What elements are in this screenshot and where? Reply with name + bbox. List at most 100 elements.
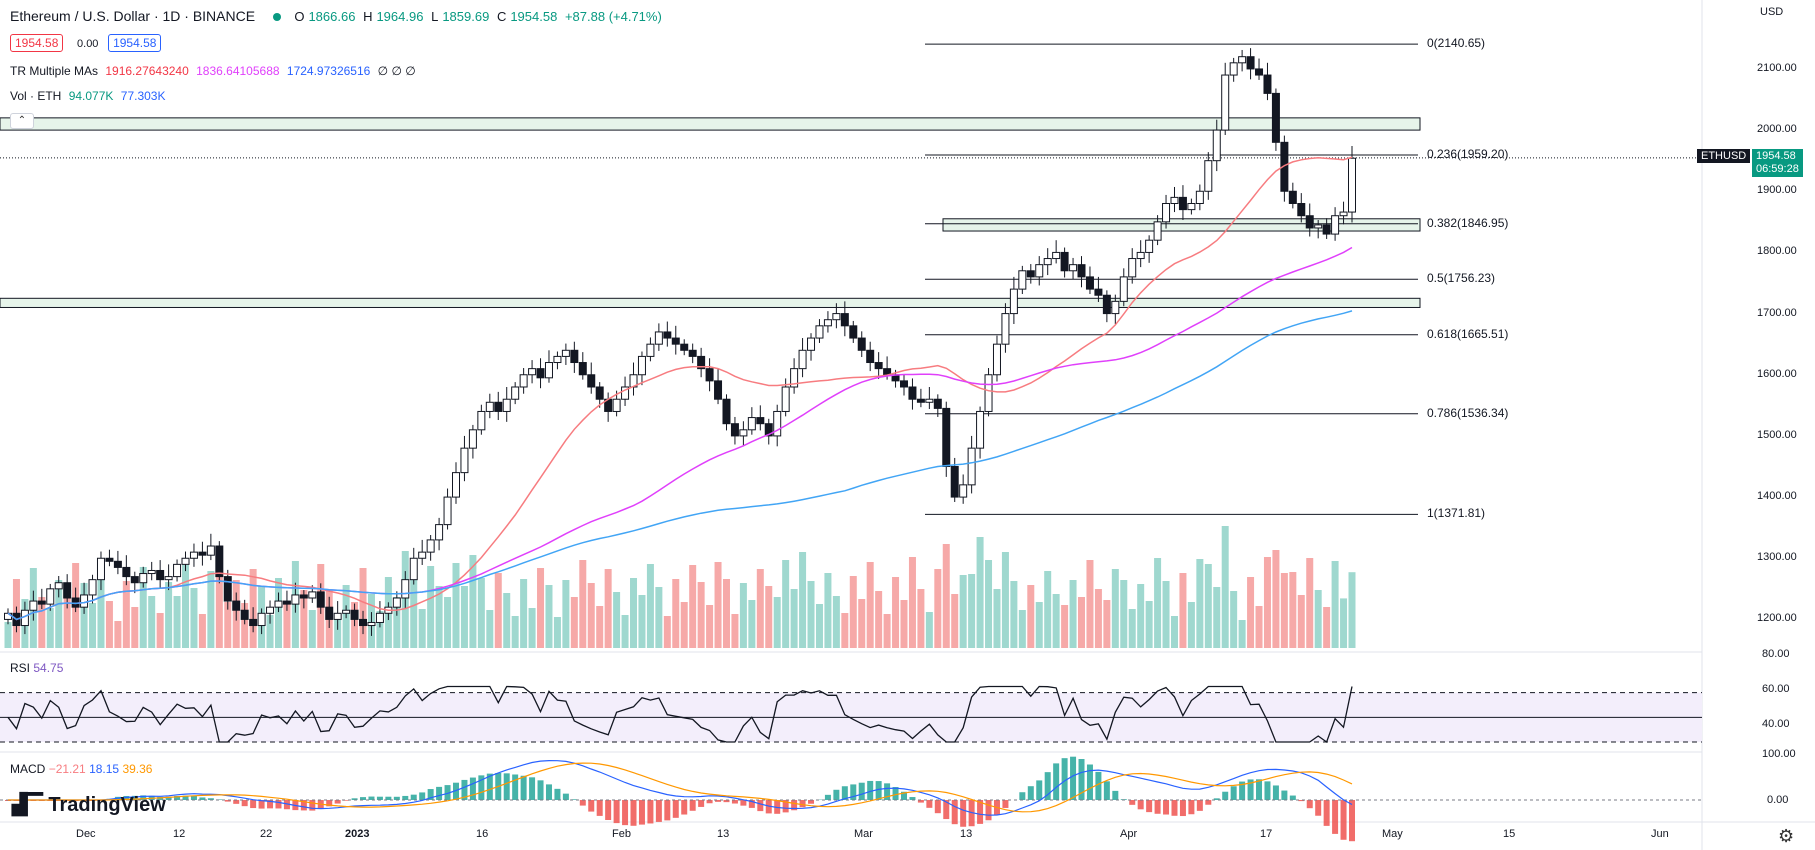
volume-bar <box>908 557 916 648</box>
volume-bar <box>359 568 367 648</box>
macd-histogram-bar <box>1027 786 1034 800</box>
macd-histogram-bar <box>782 800 789 813</box>
candle-body <box>1187 202 1196 211</box>
candle-body <box>561 349 570 357</box>
volume-bar <box>925 612 933 648</box>
volume-bar <box>680 602 688 648</box>
candle-body <box>925 398 934 403</box>
volume-bar <box>4 622 12 648</box>
macd-histogram-bar <box>1332 800 1339 834</box>
macd-histogram-bar <box>622 800 629 826</box>
macd-histogram-bar <box>182 795 189 800</box>
rsi-legend[interactable]: RSI 54.75 <box>10 661 63 675</box>
macd-histogram-bar <box>901 791 907 800</box>
macd-histogram-bar <box>486 773 493 800</box>
macd-histogram-bar <box>1196 800 1203 811</box>
macd-histogram-bar <box>867 780 874 800</box>
volume-legend[interactable]: Vol · ETH 94.077K 77.303K <box>10 89 169 103</box>
volume-bar <box>1001 552 1009 648</box>
volume-bar <box>1238 620 1246 648</box>
volume-bar <box>841 613 849 648</box>
gear-icon[interactable]: ⚙ <box>1778 826 1795 846</box>
candle-body <box>409 557 418 581</box>
volume-bar <box>1179 573 1187 648</box>
macd-histogram-bar <box>596 800 603 816</box>
market-open-icon <box>272 13 281 21</box>
macd-histogram-bar <box>520 775 527 800</box>
spread-value: 0.00 <box>77 38 99 50</box>
time-tick: 13 <box>717 828 730 840</box>
macd-legend[interactable]: MACD −21.21 18.15 39.36 <box>10 762 152 776</box>
time-tick: 15 <box>1503 828 1516 840</box>
volume-bar <box>55 580 63 648</box>
volume-bar <box>824 573 832 648</box>
rsi-tick-80: 80.00 <box>1762 648 1790 660</box>
candle-body <box>1001 313 1010 345</box>
candle-body <box>1322 224 1331 235</box>
collapse-legend-button[interactable]: ⌃ <box>10 113 34 129</box>
candle-body <box>1271 92 1280 143</box>
volume-bar <box>1154 558 1162 648</box>
volume-bar <box>807 581 815 648</box>
symbol-title[interactable]: Ethereum / U.S. Dollar · 1D · BINANCE <box>10 8 256 24</box>
macd-signal-line <box>8 762 1353 813</box>
macd-histogram-bar <box>1061 758 1068 800</box>
volume-bar <box>790 589 798 648</box>
volume-bar <box>1230 591 1238 648</box>
macd-histogram-bar <box>943 800 950 820</box>
candle-body <box>1052 251 1061 260</box>
candle-body <box>350 609 359 620</box>
macd-histogram-bar <box>123 795 130 800</box>
volume-bar <box>410 571 418 648</box>
candle-body <box>654 331 663 345</box>
macd-histogram-bar <box>850 784 857 800</box>
candle-body <box>1255 68 1264 76</box>
macd-histogram-bar <box>453 782 459 800</box>
volume-bar <box>46 608 54 648</box>
time-tick: 17 <box>1260 828 1273 840</box>
candle-body <box>96 557 105 581</box>
currency-button[interactable]: USD <box>1760 6 1784 18</box>
volume-bar <box>875 591 883 648</box>
volume-bar <box>477 578 485 648</box>
volume-bar <box>985 560 993 648</box>
time-tick: May <box>1382 828 1403 840</box>
candle-body <box>553 355 562 364</box>
macd-histogram-bar <box>1230 786 1237 800</box>
macd-histogram-bar <box>326 800 333 807</box>
candle-body <box>113 560 122 568</box>
rsi-value: 54.75 <box>33 661 64 675</box>
candle-body <box>849 325 858 339</box>
macd-histogram-bar <box>579 800 586 806</box>
macd-histogram-bar <box>174 795 181 800</box>
macd-histogram-bar <box>309 800 316 811</box>
macd-histogram-bar <box>1272 785 1279 800</box>
ma-legend[interactable]: TR Multiple MAs 1916.27643240 1836.64105… <box>10 64 420 78</box>
macd-histogram-bar <box>1019 792 1026 800</box>
macd-tick-0: 0.00 <box>1767 794 1789 806</box>
candle-body <box>637 355 646 376</box>
buy-button[interactable]: 1954.58 <box>108 34 162 52</box>
volume-bar <box>799 552 807 648</box>
volume-bar <box>122 581 130 648</box>
macd-histogram-bar <box>258 800 265 809</box>
macd-histogram-bar <box>1205 800 1212 805</box>
volume-bar <box>739 583 747 648</box>
candle-body <box>468 429 477 449</box>
macd-histogram-bar <box>571 799 578 800</box>
price-tick: 1800.00 <box>1757 245 1797 258</box>
candle-body <box>1246 56 1255 70</box>
candle-body <box>1314 224 1323 229</box>
candle-body <box>781 386 790 412</box>
sell-button[interactable]: 1954.58 <box>10 34 64 52</box>
sr-zone <box>0 117 1421 131</box>
macd-histogram-bar <box>985 800 992 821</box>
macd-histogram-bar <box>824 794 831 800</box>
candle-body <box>367 621 376 627</box>
macd-histogram-bar <box>638 800 645 825</box>
candle-body <box>1111 300 1120 315</box>
macd-histogram-bar <box>1163 800 1170 815</box>
volume-bar <box>503 593 511 648</box>
volume-bar <box>714 562 722 648</box>
